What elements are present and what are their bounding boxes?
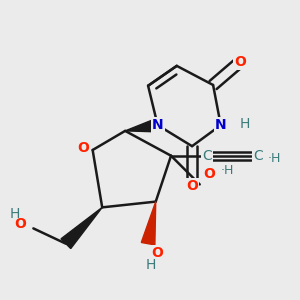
Text: C: C (202, 149, 212, 163)
Text: O: O (151, 246, 163, 260)
Text: O: O (234, 55, 246, 69)
Polygon shape (141, 202, 156, 245)
Text: O: O (203, 167, 214, 182)
Text: H: H (10, 207, 20, 221)
Text: H: H (146, 258, 156, 272)
Text: O: O (77, 141, 89, 155)
Text: O: O (186, 179, 198, 193)
Text: O: O (15, 217, 26, 231)
Text: N: N (215, 118, 226, 132)
Polygon shape (61, 207, 102, 249)
Text: N: N (152, 118, 164, 132)
Text: ·H: ·H (267, 152, 281, 165)
Polygon shape (125, 118, 159, 132)
Text: C: C (253, 149, 262, 163)
Text: H: H (240, 117, 250, 131)
Text: ·H: ·H (221, 164, 234, 177)
